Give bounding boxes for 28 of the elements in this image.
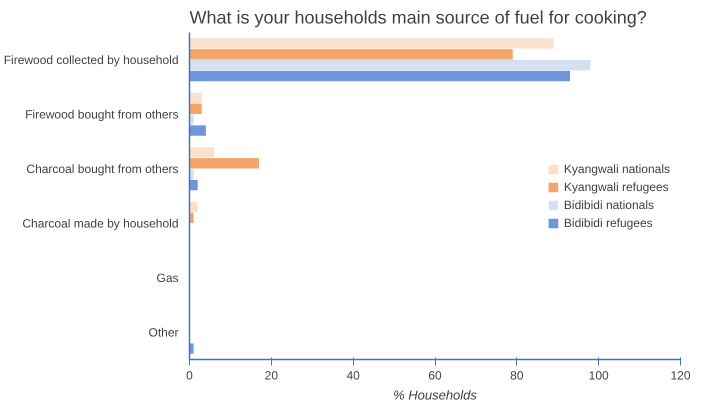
bar [190, 70, 570, 82]
legend-label: Bidibidi refugees [564, 216, 653, 230]
y-tick-label: Firewood collected by household [4, 52, 179, 67]
x-tick-label: 60 [428, 368, 442, 382]
bar [190, 158, 260, 168]
x-tick-label: 40 [346, 368, 360, 382]
x-axis-title: % Households [393, 388, 478, 402]
x-tick-label: 100 [588, 368, 610, 382]
bar [190, 104, 202, 114]
legend-label: Bidibidi nationals [564, 198, 654, 212]
y-tick-label: Gas [156, 270, 179, 285]
y-tick-label: Other [148, 325, 179, 340]
bar [190, 92, 202, 104]
x-tick-label: 20 [264, 368, 278, 382]
y-tick-label: Charcoal bought from others [26, 162, 179, 176]
bar [190, 60, 590, 70]
y-tick-label: Firewood bought from others [25, 107, 179, 122]
bar [190, 125, 206, 136]
x-tick-label: 0 [186, 368, 194, 382]
bar [190, 38, 554, 49]
y-tick-label: Charcoal made by household [22, 216, 179, 230]
bar [190, 147, 214, 158]
bar [190, 49, 513, 60]
x-tick-label: 120 [670, 368, 691, 382]
chart-title: What is your households main source of fuel for cooking? [190, 8, 647, 28]
legend-label: Kyangwali refugees [564, 180, 669, 194]
legend-label: Kyangwali nationals [564, 162, 670, 176]
x-tick-label: 80 [510, 368, 524, 382]
